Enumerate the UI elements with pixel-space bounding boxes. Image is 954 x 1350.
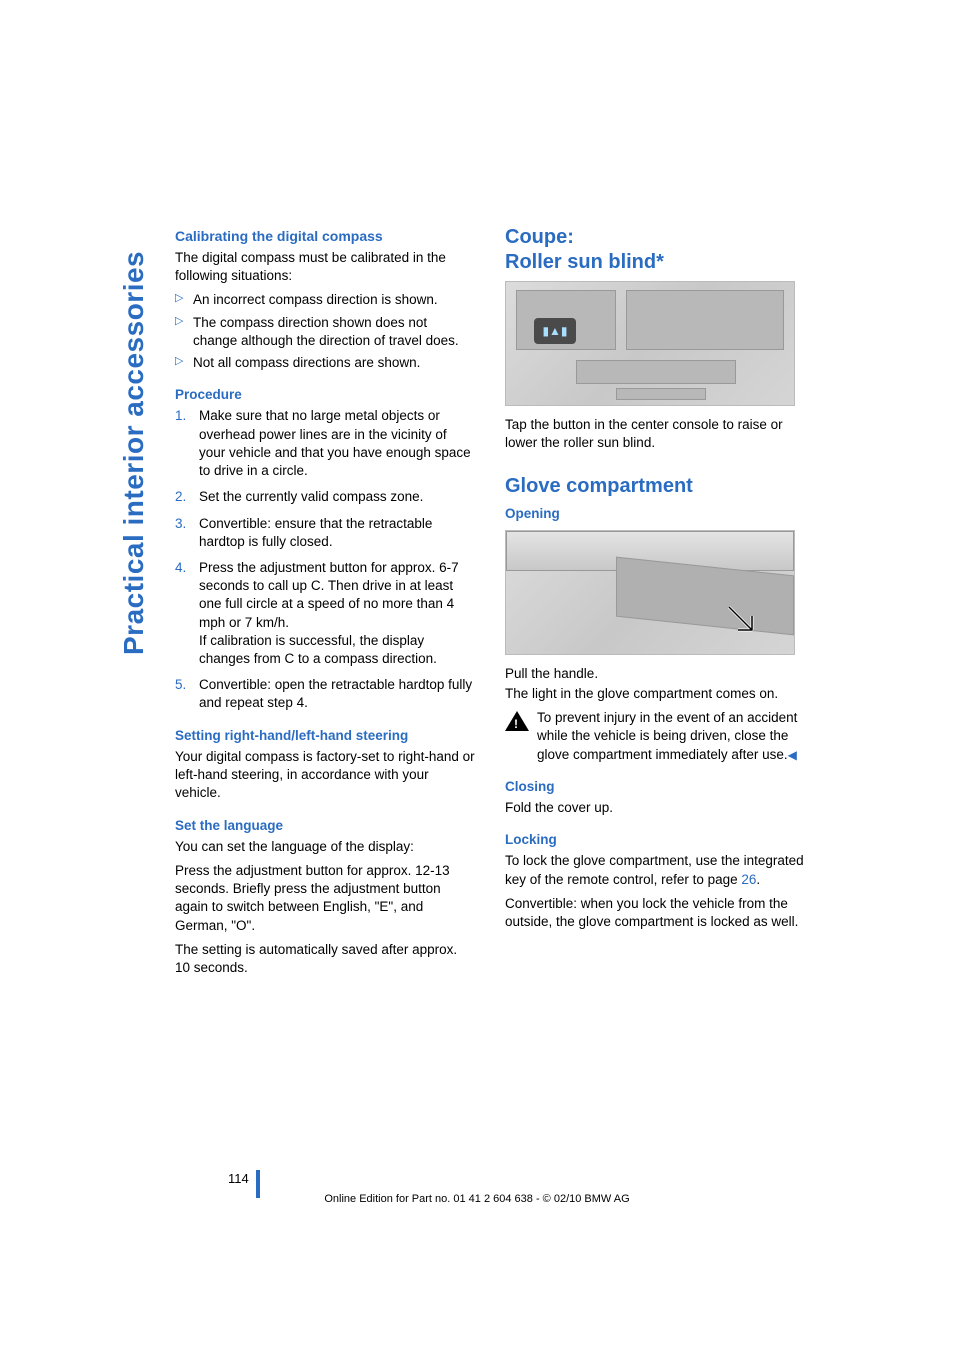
para-lock: To lock the glove compartment, use the i…: [505, 852, 805, 888]
list-item: 4. Press the adjustment button for approx…: [175, 559, 475, 668]
para-text: .: [756, 872, 760, 887]
step-text: Convertible: open the retractable hardto…: [199, 677, 472, 710]
heading-closing: Closing: [505, 778, 805, 796]
heading-glove: Glove compartment: [505, 474, 805, 499]
list-item-text: An incorrect compass direction is shown.: [193, 292, 438, 307]
step-number: 3.: [175, 515, 186, 533]
page-link[interactable]: 26: [741, 872, 756, 887]
warning-icon: [505, 711, 529, 731]
bullet-list: An incorrect compass direction is shown.…: [175, 291, 475, 372]
heading-opening: Opening: [505, 505, 805, 523]
page-number: 114: [228, 1170, 249, 1188]
list-item: 1. Make sure that no large metal objects …: [175, 407, 475, 480]
list-item: 5. Convertible: open the retractable hard…: [175, 676, 475, 712]
para: The setting is automatically saved after…: [175, 941, 475, 977]
para: Tap the button in the center console to …: [505, 416, 805, 452]
figure-roller-blind: ▮▲▮: [505, 281, 795, 406]
page-body: Calibrating the digital compass The digi…: [115, 225, 835, 983]
heading-line: Coupe:: [505, 226, 574, 248]
right-column: Coupe: Roller sun blind* ▮▲▮ Tap the but…: [505, 225, 805, 983]
procedure-steps: 1. Make sure that no large metal objects …: [175, 407, 475, 712]
step-number: 5.: [175, 676, 186, 694]
para: Press the adjustment button for approx. …: [175, 862, 475, 935]
para: Your digital compass is factory-set to r…: [175, 748, 475, 803]
roller-blind-button-icon: ▮▲▮: [534, 318, 576, 344]
step-text: Set the currently valid compass zone.: [199, 489, 423, 504]
list-item-text: Not all compass directions are shown.: [193, 355, 420, 370]
heading-procedure: Procedure: [175, 386, 475, 404]
heading-language: Set the language: [175, 817, 475, 835]
para: The light in the glove compartment comes…: [505, 685, 805, 703]
step-number: 2.: [175, 488, 186, 506]
para: Convertible: when you lock the vehicle f…: [505, 895, 805, 931]
figure-glove-open: [505, 530, 795, 655]
para: Fold the cover up.: [505, 799, 805, 817]
left-column: Calibrating the digital compass The digi…: [175, 225, 475, 983]
para: Pull the handle.: [505, 665, 805, 683]
step-text: Press the adjustment button for approx. …: [199, 560, 459, 666]
list-item: The compass direction shown does not cha…: [175, 314, 475, 350]
para: You can set the language of the display:: [175, 838, 475, 856]
step-text: Convertible: ensure that the retractable…: [199, 516, 432, 549]
para: The digital compass must be calibrated i…: [175, 249, 475, 285]
warning-block: To prevent injury in the event of an acc…: [505, 709, 805, 764]
warning-body: To prevent injury in the event of an acc…: [537, 710, 797, 761]
warning-text: To prevent injury in the event of an acc…: [537, 709, 805, 764]
end-mark-icon: ◀: [788, 748, 797, 762]
step-number: 1.: [175, 407, 186, 425]
step-number: 4.: [175, 559, 186, 577]
footer-text: Online Edition for Part no. 01 41 2 604 …: [0, 1192, 954, 1207]
heading-line: Roller sun blind*: [505, 251, 664, 273]
list-item: 3. Convertible: ensure that the retractab…: [175, 515, 475, 551]
list-item: 2. Set the currently valid compass zone.: [175, 488, 475, 506]
step-text: Make sure that no large metal objects or…: [199, 408, 471, 478]
heading-locking: Locking: [505, 831, 805, 849]
list-item: Not all compass directions are shown.: [175, 354, 475, 372]
heading-coupe: Coupe: Roller sun blind*: [505, 225, 805, 275]
list-item: An incorrect compass direction is shown.: [175, 291, 475, 309]
list-item-text: The compass direction shown does not cha…: [193, 315, 459, 348]
arrow-icon: [724, 602, 764, 642]
heading-steering: Setting right-hand/left-hand steering: [175, 727, 475, 745]
heading-calibrating: Calibrating the digital compass: [175, 227, 475, 246]
